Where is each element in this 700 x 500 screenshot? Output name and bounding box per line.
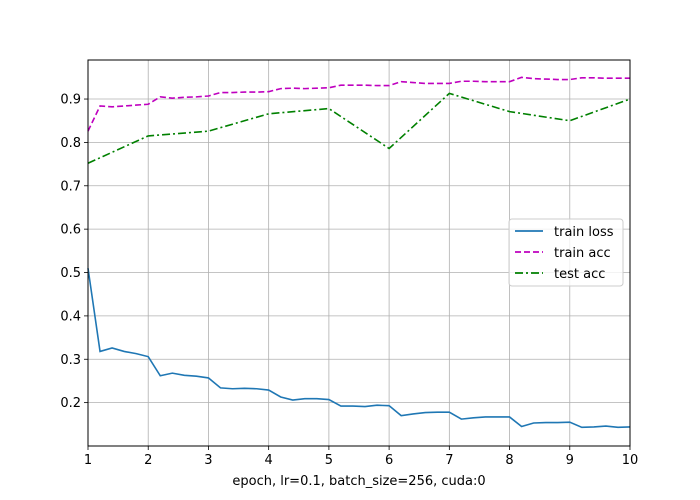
y-tick-label: 0.3	[60, 353, 81, 368]
series-line-train-acc	[87, 76, 630, 132]
legend-label-train-loss: train loss	[554, 225, 614, 240]
y-tick-label: 0.7	[60, 179, 81, 194]
ticks: 1 2 3 4 5 6 7 8 9 10 0.2 0.3 0.4 0.5 0.6 0.7 0.8 0.9	[60, 93, 638, 468]
y-tick-label: 0.9	[60, 93, 81, 108]
legend-label-test-acc: test acc	[554, 267, 605, 282]
series-line-train-loss	[87, 268, 631, 429]
y-tick-label: 0.4	[60, 309, 81, 324]
x-tick-label: 4	[265, 453, 273, 468]
x-tick-label: 2	[144, 453, 152, 468]
x-tick-label: 3	[204, 453, 212, 468]
legend-box	[508, 218, 624, 287]
legend-label-train-acc: train acc	[554, 246, 611, 261]
y-tick-label: 0.8	[60, 136, 81, 151]
series-layer	[87, 76, 631, 429]
x-tick-label: 10	[622, 453, 639, 468]
x-tick-label: 9	[566, 453, 574, 468]
x-tick-label: 1	[84, 453, 92, 468]
x-tick-label: 7	[445, 453, 453, 468]
plot-frame	[87, 59, 631, 447]
x-axis-label: epoch, lr=0.1, batch_size=256, cuda:0	[232, 474, 485, 489]
y-tick-label: 0.2	[60, 396, 81, 411]
x-tick-label: 5	[325, 453, 333, 468]
legend: train loss train acc test acc	[508, 218, 624, 287]
x-tick-label: 8	[505, 453, 513, 468]
series-line-test-acc	[87, 92, 631, 164]
x-tick-label: 6	[385, 453, 393, 468]
y-tick-label: 0.6	[60, 223, 81, 238]
y-tick-label: 0.5	[60, 266, 81, 281]
